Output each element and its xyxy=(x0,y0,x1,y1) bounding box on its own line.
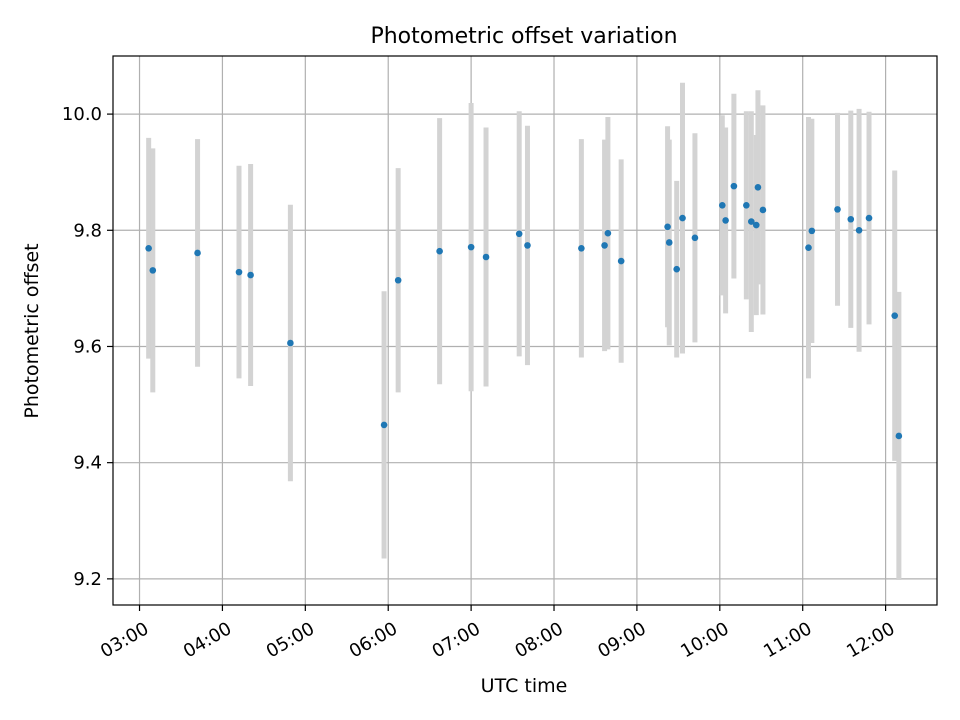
data-point xyxy=(754,183,762,191)
y-tick-label: 9.6 xyxy=(73,336,102,357)
x-tick-label: 10:00 xyxy=(677,618,732,662)
x-tick-label: 11:00 xyxy=(760,618,815,662)
data-point xyxy=(752,221,760,229)
y-tick-label: 9.4 xyxy=(73,453,102,474)
data-point xyxy=(748,218,755,225)
data-points xyxy=(145,182,903,440)
data-point xyxy=(604,229,612,237)
data-point xyxy=(380,421,388,429)
data-point xyxy=(891,312,899,319)
data-point xyxy=(722,217,729,224)
data-point xyxy=(194,249,201,257)
data-point xyxy=(524,242,531,249)
data-point xyxy=(808,227,816,235)
x-tick-label: 08:00 xyxy=(511,618,566,662)
data-point xyxy=(247,271,254,279)
data-point xyxy=(617,257,625,265)
data-point xyxy=(759,206,767,214)
data-point xyxy=(287,339,294,347)
data-point xyxy=(895,432,903,440)
x-tick-label: 06:00 xyxy=(346,618,401,662)
data-point xyxy=(718,202,726,209)
data-point xyxy=(805,244,812,252)
data-point xyxy=(691,234,699,242)
data-point xyxy=(743,202,750,209)
data-point xyxy=(664,223,671,231)
data-point xyxy=(578,244,585,252)
chart-title: Photometric offset variation xyxy=(370,24,677,49)
data-point xyxy=(436,247,443,255)
error-bars xyxy=(146,82,902,581)
x-tick-label: 09:00 xyxy=(594,618,649,662)
data-point xyxy=(149,267,157,274)
y-tick-label: 9.8 xyxy=(73,220,102,241)
plot-frame xyxy=(112,55,938,606)
x-tick-label: 03:00 xyxy=(97,618,152,662)
x-tick-label: 04:00 xyxy=(180,618,235,662)
data-point xyxy=(673,265,681,273)
data-point xyxy=(865,214,873,222)
y-axis-ticks: 9.2 9.4 9.6 9.8 10.0 xyxy=(62,104,113,590)
data-point xyxy=(482,253,490,261)
data-point xyxy=(235,268,243,276)
data-point xyxy=(730,182,738,190)
data-point xyxy=(601,242,608,249)
x-tick-label: 12:00 xyxy=(843,618,898,662)
y-tick-label: 9.2 xyxy=(73,569,102,590)
data-point xyxy=(665,239,673,246)
x-tick-label: 05:00 xyxy=(263,618,318,662)
data-point xyxy=(679,214,686,222)
x-axis-label: UTC time xyxy=(481,675,568,697)
data-point xyxy=(467,243,475,251)
data-point xyxy=(855,226,863,234)
y-tick-label: 10.0 xyxy=(62,104,102,125)
data-point xyxy=(834,206,841,213)
data-point xyxy=(145,244,152,252)
x-tick-label: 07:00 xyxy=(429,618,484,662)
x-axis-ticks: 03:00 04:00 05:00 06:00 07:00 08:00 09:00 10:00… xyxy=(97,605,899,662)
data-point xyxy=(394,276,402,284)
data-point xyxy=(515,230,523,238)
y-axis-label: Photometric offset xyxy=(21,243,43,418)
data-point xyxy=(847,215,855,223)
